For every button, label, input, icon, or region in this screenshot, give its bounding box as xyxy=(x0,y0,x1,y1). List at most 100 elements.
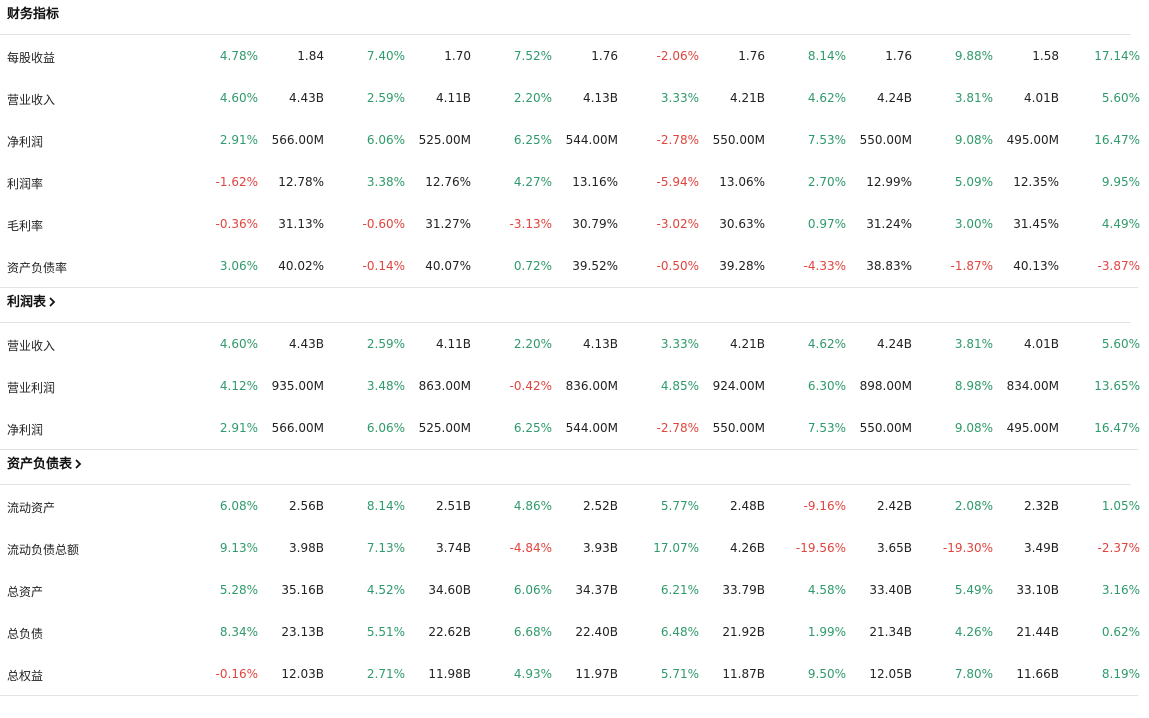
change-percent-cell: 2.59% xyxy=(366,337,405,351)
table-row: 毛利率 -0.36% 31.13% -0.60% 31.27% -3.13% 30.79% -… xyxy=(0,203,1149,245)
change-percent-cell: 7.80% xyxy=(954,667,993,681)
value-cell: 3.74B xyxy=(436,541,471,555)
value-cell: 12.78% xyxy=(278,175,324,189)
value-cell: 11.66B xyxy=(1016,667,1059,681)
change-percent-cell: 3.48% xyxy=(366,379,405,393)
value-cell: 495.00M xyxy=(1006,133,1059,147)
change-percent-cell: 4.62% xyxy=(807,337,846,351)
value-cell: 3.65B xyxy=(877,541,912,555)
change-percent-cell: 1.05% xyxy=(1101,499,1140,513)
change-percent-cell: 4.58% xyxy=(807,583,846,597)
value-cell: 4.24B xyxy=(877,337,912,351)
change-percent-cell: 3.33% xyxy=(660,91,699,105)
table-row: 营业收入 4.60% 4.43B 2.59% 4.11B 2.20% 4.13B 3.33% 4… xyxy=(0,77,1149,119)
table-row: 流动负债总额 9.13% 3.98B 7.13% 3.74B -4.84% 3.93B 17.… xyxy=(0,527,1149,569)
change-percent-cell: 3.81% xyxy=(954,91,993,105)
section-2: 资产负债表 流动资产 6.08% 2.56B 8.14% 2.51B 4.86% 2.52B 5… xyxy=(0,450,1140,696)
table-row: 流动资产 6.08% 2.56B 8.14% 2.51B 4.86% 2.52B 5.77% 2… xyxy=(0,485,1149,527)
value-cell: 33.79B xyxy=(722,583,765,597)
row-label: 资产负债率 xyxy=(7,261,68,275)
value-cell: 1.84 xyxy=(297,49,324,63)
change-percent-cell: 7.13% xyxy=(366,541,405,555)
value-cell: 35.16B xyxy=(281,583,324,597)
value-cell: 4.43B xyxy=(289,91,324,105)
change-percent-cell: 7.52% xyxy=(513,49,552,63)
value-cell: 4.01B xyxy=(1024,91,1059,105)
value-cell: 1.76 xyxy=(885,49,912,63)
change-percent-cell: 6.68% xyxy=(513,625,552,639)
value-cell: 566.00M xyxy=(271,421,324,435)
change-percent-cell: 0.72% xyxy=(513,259,552,273)
value-cell: 40.07% xyxy=(425,259,471,273)
financial-summary-table: 财务指标 每股收益 4.78% 1.84 7.40% 1.70 7.52% 1.76 -2.06… xyxy=(0,7,1149,696)
change-percent-cell: 4.78% xyxy=(219,49,258,63)
section-header[interactable]: 利润表 xyxy=(0,288,1131,323)
chevron-right-icon[interactable] xyxy=(74,450,82,480)
change-percent-cell: -2.37% xyxy=(1097,541,1140,555)
value-cell: 2.51B xyxy=(436,499,471,513)
change-percent-cell: 3.38% xyxy=(366,175,405,189)
change-percent-cell: 9.13% xyxy=(219,541,258,555)
change-percent-cell: 5.71% xyxy=(660,667,699,681)
section-header[interactable]: 资产负债表 xyxy=(0,450,1131,485)
row-label: 净利润 xyxy=(7,423,44,437)
value-cell: 1.58 xyxy=(1032,49,1059,63)
value-cell: 4.24B xyxy=(877,91,912,105)
change-percent-cell: -5.94% xyxy=(656,175,699,189)
value-cell: 30.79% xyxy=(572,217,618,231)
row-label: 总资产 xyxy=(7,585,44,599)
value-cell: 12.03B xyxy=(281,667,324,681)
change-percent-cell: 8.14% xyxy=(366,499,405,513)
value-cell: 898.00M xyxy=(859,379,912,393)
table-row: 总资产 5.28% 35.16B 4.52% 34.60B 6.06% 34.37B 6.21… xyxy=(0,569,1149,611)
value-cell: 22.62B xyxy=(428,625,471,639)
value-cell: 4.43B xyxy=(289,337,324,351)
change-percent-cell: 6.06% xyxy=(366,421,405,435)
value-cell: 4.21B xyxy=(730,91,765,105)
change-percent-cell: 4.85% xyxy=(660,379,699,393)
value-cell: 21.92B xyxy=(722,625,765,639)
value-cell: 12.76% xyxy=(425,175,471,189)
change-percent-cell: 4.62% xyxy=(807,91,846,105)
change-percent-cell: 4.12% xyxy=(219,379,258,393)
change-percent-cell: -19.56% xyxy=(795,541,846,555)
change-percent-cell: 2.20% xyxy=(513,91,552,105)
change-percent-cell: 9.08% xyxy=(954,133,993,147)
change-percent-cell: 2.91% xyxy=(219,421,258,435)
row-label: 总负债 xyxy=(7,627,44,641)
change-percent-cell: 4.86% xyxy=(513,499,552,513)
value-cell: 23.13B xyxy=(281,625,324,639)
change-percent-cell: 4.60% xyxy=(219,337,258,351)
value-cell: 1.70 xyxy=(444,49,471,63)
change-percent-cell: 5.60% xyxy=(1101,337,1140,351)
table-row: 总权益 -0.16% 12.03B 2.71% 11.98B 4.93% 11.97B 5.7… xyxy=(0,653,1149,695)
value-cell: 4.21B xyxy=(730,337,765,351)
change-percent-cell: -0.60% xyxy=(362,217,405,231)
change-percent-cell: 5.28% xyxy=(219,583,258,597)
change-percent-cell: 6.25% xyxy=(513,421,552,435)
change-percent-cell: -3.02% xyxy=(656,217,699,231)
change-percent-cell: 2.59% xyxy=(366,91,405,105)
chevron-right-icon[interactable] xyxy=(48,288,56,318)
change-percent-cell: 8.98% xyxy=(954,379,993,393)
change-percent-cell: 7.40% xyxy=(366,49,405,63)
value-cell: 566.00M xyxy=(271,133,324,147)
value-cell: 11.97B xyxy=(575,667,618,681)
row-label: 总权益 xyxy=(7,669,44,683)
change-percent-cell: -1.62% xyxy=(215,175,258,189)
section-title: 财务指标 xyxy=(7,7,60,22)
change-percent-cell: 9.50% xyxy=(807,667,846,681)
row-label: 毛利率 xyxy=(7,219,44,233)
value-cell: 495.00M xyxy=(1006,421,1059,435)
change-percent-cell: -0.50% xyxy=(656,259,699,273)
table-row: 净利润 2.91% 566.00M 6.06% 525.00M 6.25% 544.00M -… xyxy=(0,407,1149,449)
change-percent-cell: -0.16% xyxy=(215,667,258,681)
value-cell: 3.98B xyxy=(289,541,324,555)
change-percent-cell: 8.34% xyxy=(219,625,258,639)
change-percent-cell: -2.78% xyxy=(656,421,699,435)
value-cell: 2.48B xyxy=(730,499,765,513)
change-percent-cell: 16.47% xyxy=(1094,133,1140,147)
change-percent-cell: 0.62% xyxy=(1101,625,1140,639)
change-percent-cell: -19.30% xyxy=(942,541,993,555)
change-percent-cell: 1.99% xyxy=(807,625,846,639)
